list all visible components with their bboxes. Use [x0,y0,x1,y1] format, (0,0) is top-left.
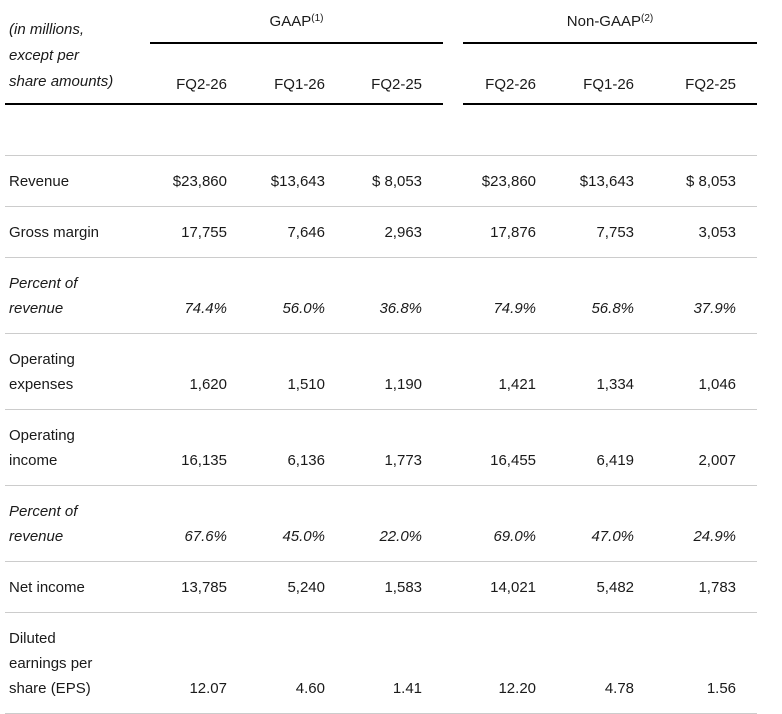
gaap-footnote-ref: (1) [311,12,324,24]
value-cell: 1,190 [330,333,444,410]
value-cell: 56.8% [541,257,640,334]
value-cell: 2,007 [639,409,758,486]
value-cell: 1,510 [232,333,330,410]
value-cell: 1,583 [330,561,444,613]
value-cell: $ 8,053 [639,155,758,207]
value-cell: 5,482 [541,561,640,613]
group-spacer-cell [443,612,464,714]
value-cell: 12.07 [150,612,232,714]
row-net-income: Net income 13,785 5,240 1,583 14,021 5,4… [5,561,758,613]
row-percent-of-revenue-gross: Percent of revenue 74.4% 56.0% 36.8% 74.… [5,257,758,334]
quarter-header-gaap-3: FQ2-25 [330,43,444,105]
quarter-header-nongaap-1: FQ2-26 [463,43,542,105]
value-cell: 16,135 [150,409,232,486]
value-cell: 17,876 [463,206,542,258]
row-label: Net income [5,561,150,613]
value-cell: 47.0% [541,485,640,562]
row-operating-income: Operating income 16,135 6,136 1,773 16,4… [5,409,758,486]
value-cell: 1.41 [330,612,444,714]
row-gross-margin: Gross margin 17,755 7,646 2,963 17,876 7… [5,206,758,258]
group-spacer-cell [443,206,464,258]
row-revenue: Revenue $23,860 $13,643 $ 8,053 $23,860 … [5,155,758,207]
value-cell: 1,421 [463,333,542,410]
quarter-header-gaap-2: FQ1-26 [232,43,330,105]
group-spacer-cell [443,333,464,410]
value-cell: 1,783 [639,561,758,613]
row-label: Diluted earnings per share (EPS) [5,612,150,714]
gaap-group-label: GAAP [269,12,312,30]
non-gaap-group-header: Non-GAAP(2) [463,0,758,44]
value-cell: 14,021 [463,561,542,613]
group-header-row: (in millions, except per share amounts) … [5,0,758,105]
group-spacer-cell [443,409,464,486]
value-cell: 74.9% [463,257,542,334]
group-spacer-cell [443,257,464,334]
value-cell: 5,240 [232,561,330,613]
value-cell: 69.0% [463,485,542,562]
value-cell: 1,773 [330,409,444,486]
value-cell: 22.0% [330,485,444,562]
value-cell: 2,963 [330,206,444,258]
group-spacer-cell [443,561,464,613]
blank-cell [5,104,758,156]
value-cell: 6,136 [232,409,330,486]
value-cell: $23,860 [463,155,542,207]
row-percent-of-revenue-operating: Percent of revenue 67.6% 45.0% 22.0% 69.… [5,485,758,562]
quarter-header-nongaap-2: FQ1-26 [541,43,640,105]
value-cell: $ 8,053 [330,155,444,207]
row-operating-expenses: Operating expenses 1,620 1,510 1,190 1,4… [5,333,758,410]
group-spacer [443,0,463,104]
row-diluted-eps: Diluted earnings per share (EPS) 12.07 4… [5,612,758,714]
value-cell: 13,785 [150,561,232,613]
value-cell: 7,753 [541,206,640,258]
value-cell: 16,455 [463,409,542,486]
value-cell: 4.60 [232,612,330,714]
quarter-header-row: FQ2-26 FQ1-26 FQ2-25 FQ2-26 FQ1-26 FQ2-2… [5,43,758,105]
value-cell: 36.8% [330,257,444,334]
value-cell: 7,646 [232,206,330,258]
value-cell: 3,053 [639,206,758,258]
value-cell: $23,860 [150,155,232,207]
row-label: Operating income [5,409,150,486]
quarter-header-gaap-1: FQ2-26 [150,43,232,105]
quarter-header-nongaap-3: FQ2-25 [639,43,758,105]
non-gaap-footnote-ref: (2) [641,12,654,24]
value-cell: 1,334 [541,333,640,410]
value-cell: 67.6% [150,485,232,562]
row-label: Revenue [5,155,150,207]
units-note: (in millions, except per share amounts) [5,0,150,105]
row-label: Gross margin [5,206,150,258]
value-cell: 1.56 [639,612,758,714]
value-cell: 12.20 [463,612,542,714]
group-spacer-cell [443,155,464,207]
value-cell: 37.9% [639,257,758,334]
blank-spacer-row [5,104,758,156]
row-label: Percent of revenue [5,485,150,562]
value-cell: 17,755 [150,206,232,258]
gaap-group-header: GAAP(1) [150,0,444,44]
value-cell: 45.0% [232,485,330,562]
value-cell: 1,620 [150,333,232,410]
value-cell: $13,643 [232,155,330,207]
financial-results-table: (in millions, except per share amounts) … [5,0,758,714]
value-cell: 1,046 [639,333,758,410]
value-cell: $13,643 [541,155,640,207]
value-cell: 56.0% [232,257,330,334]
value-cell: 74.4% [150,257,232,334]
row-label: Operating expenses [5,333,150,410]
row-label: Percent of revenue [5,257,150,334]
value-cell: 6,419 [541,409,640,486]
value-cell: 24.9% [639,485,758,562]
group-spacer-cell [443,485,464,562]
non-gaap-group-label: Non-GAAP [566,12,641,30]
value-cell: 4.78 [541,612,640,714]
